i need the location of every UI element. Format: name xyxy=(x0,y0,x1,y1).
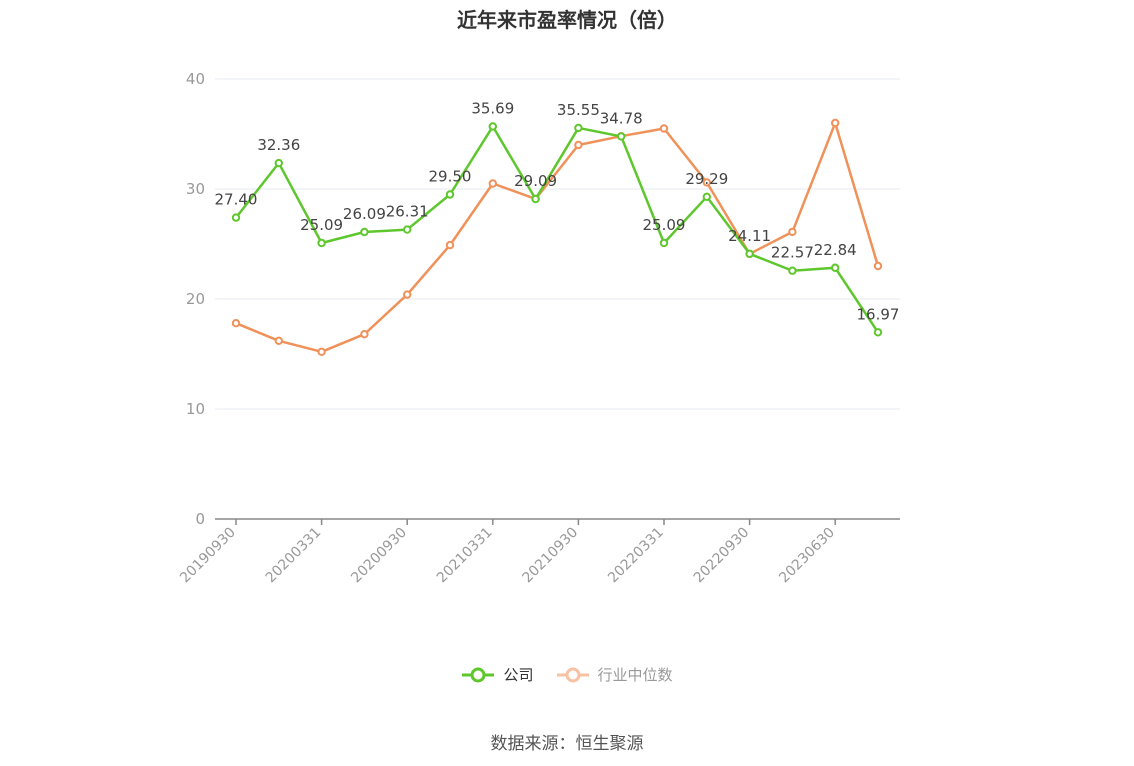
y-tick-label: 30 xyxy=(186,180,205,198)
point-industry-median xyxy=(488,179,497,188)
point-company xyxy=(274,158,283,168)
data-label-company: 27.40 xyxy=(215,191,258,209)
point-industry-median xyxy=(360,330,369,339)
data-label-company: 25.09 xyxy=(643,216,686,234)
x-tick-label: 20200331 xyxy=(263,525,325,587)
legend-label-company: 公司 xyxy=(503,666,534,684)
data-label-company: 26.31 xyxy=(386,203,429,221)
point-company xyxy=(231,213,241,222)
x-tick-label: 20200930 xyxy=(348,525,410,587)
point-industry-median xyxy=(403,290,412,299)
series-line-company xyxy=(235,125,880,334)
x-tick-label: 20210331 xyxy=(434,525,496,587)
data-label-company: 26.09 xyxy=(343,205,386,223)
legend-item-company[interactable]: 公司 xyxy=(461,664,534,685)
data-label-company: 35.55 xyxy=(557,101,600,119)
grid-lines xyxy=(215,78,900,410)
data-label-company: 25.09 xyxy=(300,216,343,234)
data-label-company: 29.29 xyxy=(685,170,728,188)
point-industry-median xyxy=(702,178,711,187)
chart-legend: 公司 行业中位数 xyxy=(0,664,1134,685)
data-label-company: 29.50 xyxy=(429,168,472,186)
point-industry-median xyxy=(274,336,283,345)
point-industry-median xyxy=(231,319,241,328)
legend-industry-marker xyxy=(556,667,589,682)
point-company xyxy=(788,266,797,275)
point-company xyxy=(445,190,455,199)
data-label-company: 34.78 xyxy=(600,109,643,127)
x-tick-label: 20210930 xyxy=(520,525,582,587)
x-tick-label: 20230630 xyxy=(776,525,838,587)
data-label-company: 22.57 xyxy=(771,244,814,262)
point-company xyxy=(574,123,583,133)
point-company xyxy=(617,132,626,141)
y-tick-label: 10 xyxy=(186,400,205,418)
x-tick-label: 20220930 xyxy=(691,525,753,587)
data-label-company: 16.97 xyxy=(857,305,900,323)
point-industry-median xyxy=(445,240,455,250)
point-company xyxy=(317,238,326,248)
x-tick-label: 20220331 xyxy=(605,525,667,587)
x-tick-label: 20190930 xyxy=(177,525,239,587)
point-company xyxy=(745,249,754,258)
y-tick-label: 20 xyxy=(186,290,205,308)
point-company xyxy=(360,227,369,237)
legend-company-marker xyxy=(462,667,495,682)
y-tick-label: 40 xyxy=(186,70,205,88)
series-lines xyxy=(231,118,883,356)
data-label-company: 32.36 xyxy=(257,136,300,154)
point-company xyxy=(403,225,412,234)
point-industry-median xyxy=(788,227,797,237)
point-industry-median xyxy=(659,124,669,133)
point-company xyxy=(659,238,669,248)
data-label-company: 35.69 xyxy=(471,99,514,117)
legend-item-industry-median[interactable]: 行业中位数 xyxy=(556,664,673,685)
y-tick-label: 0 xyxy=(195,510,205,528)
chart-title: 近年来市盈率情况（倍） xyxy=(457,8,677,32)
point-industry-median xyxy=(831,118,840,128)
point-industry-median xyxy=(873,261,883,271)
point-company xyxy=(488,122,497,131)
data-label-company: 29.09 xyxy=(514,172,557,190)
point-industry-median xyxy=(317,347,326,356)
data-source: 数据来源：恒生聚源 xyxy=(490,734,644,754)
legend-label-industry-median: 行业中位数 xyxy=(597,666,673,684)
point-company xyxy=(831,263,840,272)
point-industry-median xyxy=(574,140,583,150)
data-label-company: 24.11 xyxy=(728,227,771,245)
point-company xyxy=(702,192,711,202)
series-line-industry-median xyxy=(235,121,880,354)
point-company xyxy=(531,194,540,204)
data-label-company: 22.84 xyxy=(814,241,857,259)
point-company xyxy=(873,328,883,337)
